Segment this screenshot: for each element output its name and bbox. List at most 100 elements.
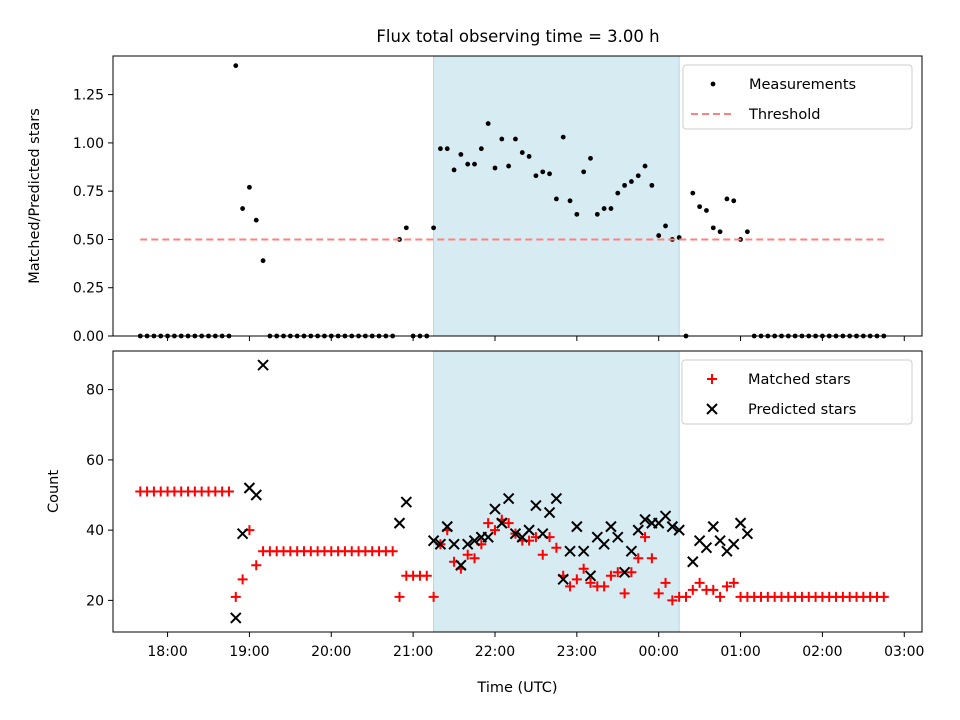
matched-star-point — [578, 563, 589, 574]
predicted-star-point — [687, 556, 699, 568]
predicted-star-point — [482, 531, 494, 543]
measurement-point — [438, 146, 443, 152]
matched-star-point — [646, 553, 657, 564]
measurement-point — [744, 229, 750, 235]
y-tick-label: 40 — [86, 523, 104, 539]
matched-star-point — [537, 549, 548, 560]
predicted-star-point — [236, 527, 249, 540]
predicted-star-point — [489, 503, 501, 515]
y-tick-label: 20 — [86, 593, 104, 609]
predicted-star-point — [427, 534, 440, 547]
matched-star-point — [605, 570, 616, 581]
matched-star-point — [394, 591, 405, 602]
matched-star-point — [483, 518, 494, 529]
measurement-point — [704, 208, 709, 213]
predicted-star-point — [530, 499, 542, 512]
x-tick-label: 22:00 — [475, 644, 515, 660]
matched-star-point — [565, 581, 576, 592]
measurement-point — [513, 136, 518, 142]
x-tick-label: 00:00 — [639, 644, 679, 660]
predicted-star-point — [639, 513, 651, 526]
matched-star-point — [708, 584, 719, 595]
predicted-star-point — [502, 492, 515, 505]
measurement-point — [533, 173, 539, 179]
matched-star-point — [667, 595, 678, 606]
predicted-star-point — [400, 496, 413, 508]
measurement-point — [656, 233, 662, 238]
matched-star-point — [421, 570, 432, 581]
measurement-point — [526, 154, 532, 159]
predicted-star-point — [571, 520, 583, 533]
predicted-star-point — [434, 538, 447, 550]
matched-star-point — [489, 525, 500, 536]
matched-star-point — [612, 567, 623, 578]
measurement-point — [492, 165, 498, 171]
predicted-star-point — [605, 520, 617, 533]
top-panel: 0.00 0.25 0.50 0.75 1.00 1.25 Matched/Predict… — [27, 55, 923, 345]
predicted-star-point — [523, 524, 535, 536]
predicted-star-point — [441, 520, 453, 533]
matched-star-point — [462, 549, 473, 560]
matched-star-point — [469, 553, 480, 564]
predicted-star-point — [707, 520, 719, 533]
predicted-star-point — [673, 524, 685, 536]
predicted-star-point — [741, 527, 754, 540]
measurement-point — [588, 155, 593, 161]
measurement-point — [403, 225, 409, 231]
measurement-point — [642, 163, 648, 169]
measurement-point — [547, 171, 552, 177]
axes-frame — [112, 55, 923, 337]
predicted-star-point — [728, 538, 740, 550]
measurement-point — [622, 182, 627, 188]
measurement-point — [567, 198, 573, 204]
measurement-point — [574, 211, 580, 217]
predicted-star-point — [455, 559, 467, 571]
x-axis-label: Time (UTC) — [476, 680, 557, 696]
axes-frame — [112, 350, 923, 633]
predicted-star-point — [659, 510, 672, 522]
matched-star-point — [387, 546, 398, 557]
measurement-point — [697, 204, 703, 210]
matched-star-point — [660, 577, 671, 588]
matched-star-point — [633, 553, 644, 564]
predicted-star-point — [230, 612, 242, 624]
measurement-point — [615, 190, 621, 196]
matched-star-point — [687, 584, 698, 595]
matched-star-point — [251, 560, 262, 571]
predicted-star-point — [618, 566, 631, 578]
measurement-point — [601, 206, 607, 211]
predicted-star-point — [557, 573, 569, 586]
measurement-point — [635, 173, 641, 179]
legend-label: Threshold — [748, 107, 820, 123]
measurement-point — [451, 167, 457, 173]
x-tick-label: 03:00 — [884, 644, 924, 660]
matched-star-point — [680, 591, 691, 602]
predicted-star-point — [714, 534, 726, 547]
measurement-point — [608, 206, 614, 211]
measurement-point — [717, 229, 723, 235]
matched-star-point — [694, 577, 705, 588]
matched-star-point — [728, 577, 739, 588]
predicted-star-point — [393, 517, 406, 529]
y-tick-label: 60 — [86, 453, 104, 469]
measurement-point — [247, 184, 252, 190]
matched-star-point — [551, 542, 562, 553]
predicted-star-point — [625, 545, 638, 557]
measurement-point — [594, 211, 600, 217]
y-tick-label: 0.00 — [73, 329, 104, 345]
matched-star-point — [640, 532, 651, 543]
measurement-point — [431, 225, 436, 231]
predicted-star-point — [666, 520, 679, 533]
predicted-star-point — [632, 524, 644, 536]
measurement-point — [519, 150, 525, 155]
legend-label: Predicted stars — [748, 402, 856, 418]
legend-dot-icon — [710, 81, 716, 87]
x-tick-label: 20:00 — [311, 644, 351, 660]
matched-star-point — [715, 591, 726, 602]
legend-box — [682, 64, 913, 130]
predicted-star-point — [537, 527, 549, 540]
observing-window-span — [433, 56, 680, 336]
measurement-point — [478, 146, 484, 152]
matched-star-point — [571, 574, 582, 585]
